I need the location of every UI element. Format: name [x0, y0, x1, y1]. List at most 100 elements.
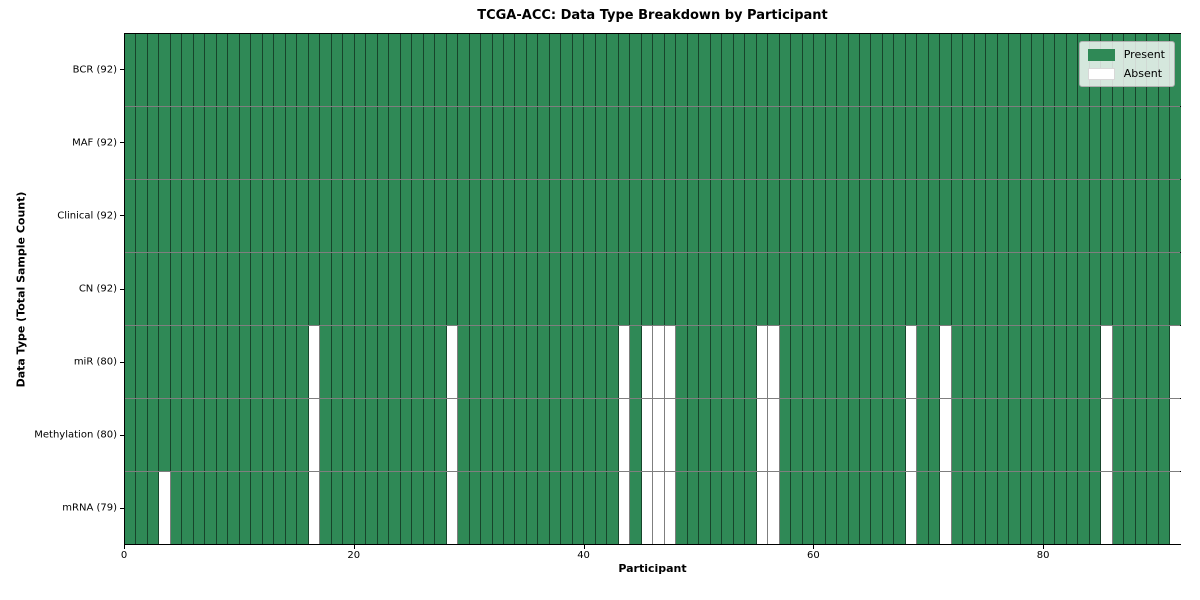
heatmap-cell: [1124, 326, 1136, 398]
heatmap-cell: [389, 180, 401, 252]
heatmap-cell: [423, 326, 436, 398]
heatmap-cell: [182, 34, 194, 106]
heatmap-cell: [791, 34, 803, 106]
heatmap-cell: [848, 399, 860, 471]
heatmap-cell: [710, 253, 723, 325]
heatmap-cell: [549, 399, 562, 471]
heatmap-cell: [710, 472, 723, 544]
heatmap-cell: [343, 399, 355, 471]
heatmap-cell: [125, 180, 137, 252]
heatmap-cell: [974, 399, 987, 471]
heatmap-cell: [963, 472, 975, 544]
heatmap-cell: [630, 180, 642, 252]
heatmap-cell: [641, 399, 654, 471]
heatmap-cell: [1158, 180, 1171, 252]
heatmap-cell: [940, 472, 952, 544]
heatmap-cell: [193, 34, 206, 106]
heatmap-cell: [308, 472, 321, 544]
heatmap-cell: [860, 399, 872, 471]
heatmap-cell: [733, 180, 746, 252]
heatmap-cell: [170, 107, 183, 179]
heatmap-cell: [894, 180, 906, 252]
heatmap-cell: [997, 326, 1010, 398]
heatmap-cell: [251, 326, 263, 398]
heatmap-cell: [974, 472, 987, 544]
heatmap-cell: [492, 107, 504, 179]
heatmap-cell: [1089, 399, 1102, 471]
heatmap-cell: [905, 326, 918, 398]
heatmap-cell: [125, 253, 137, 325]
heatmap-cell: [1147, 472, 1159, 544]
heatmap-cell: [802, 253, 815, 325]
heatmap-cell: [308, 34, 321, 106]
heatmap-cell: [435, 107, 447, 179]
heatmap-cell: [848, 180, 860, 252]
heatmap-cell: [940, 399, 952, 471]
heatmap-cell: [561, 107, 573, 179]
heatmap-cell: [595, 34, 608, 106]
heatmap-cell: [1020, 34, 1033, 106]
heatmap-cell: [251, 180, 263, 252]
heatmap-cell: [607, 107, 619, 179]
heatmap-cell: [653, 326, 665, 398]
heatmap-cell: [814, 107, 826, 179]
heatmap-cell: [366, 180, 378, 252]
heatmap-cell: [320, 180, 332, 252]
heatmap-cell: [963, 326, 975, 398]
heatmap-cell: [1078, 472, 1090, 544]
heatmap-cell: [147, 253, 160, 325]
x-tick-mark: [124, 545, 125, 549]
heatmap-cell: [802, 107, 815, 179]
heatmap-cell: [354, 253, 367, 325]
heatmap-cell: [894, 34, 906, 106]
heatmap-cell: [331, 34, 344, 106]
y-tick-label: MAF (92): [72, 137, 117, 149]
y-tick-label: CN (92): [78, 283, 117, 295]
heatmap-cell: [216, 326, 229, 398]
heatmap-cell: [366, 472, 378, 544]
heatmap-cell: [354, 326, 367, 398]
heatmap-cell: [871, 326, 883, 398]
heatmap-cell: [928, 326, 941, 398]
heatmap-cell: [986, 399, 998, 471]
heatmap-cell: [733, 472, 746, 544]
heatmap-cell: [354, 107, 367, 179]
heatmap-cell: [837, 399, 849, 471]
heatmap-cell: [1032, 399, 1044, 471]
heatmap-cell: [515, 34, 527, 106]
heatmap-cell: [412, 253, 424, 325]
heatmap-cell: [986, 253, 998, 325]
heatmap-cell: [216, 472, 229, 544]
heatmap-cell: [1158, 253, 1171, 325]
heatmap-cell: [216, 107, 229, 179]
heatmap-cell: [285, 326, 298, 398]
heatmap-cell: [377, 253, 390, 325]
heatmap-cell: [147, 326, 160, 398]
heatmap-row: [125, 107, 1181, 180]
heatmap-cell: [159, 107, 171, 179]
heatmap-cell: [974, 107, 987, 179]
heatmap-cell: [228, 107, 240, 179]
heatmap-cell: [561, 34, 573, 106]
heatmap-cell: [1112, 472, 1125, 544]
heatmap-cell: [1032, 34, 1044, 106]
heatmap-cell: [779, 107, 792, 179]
heatmap-cell: [136, 34, 148, 106]
heatmap-cell: [825, 472, 838, 544]
y-tick-label: BCR (92): [72, 64, 117, 76]
heatmap-cell: [1009, 34, 1021, 106]
heatmap-cell: [905, 253, 918, 325]
heatmap-cell: [125, 399, 137, 471]
legend-label-present: Present: [1123, 48, 1165, 61]
heatmap-cell: [274, 326, 286, 398]
heatmap-cell: [1078, 180, 1090, 252]
heatmap-cell: [722, 180, 734, 252]
heatmap-cell: [1147, 180, 1159, 252]
heatmap-cell: [848, 107, 860, 179]
heatmap-cell: [331, 253, 344, 325]
heatmap-cell: [676, 399, 688, 471]
heatmap-cell: [768, 34, 780, 106]
heatmap-cell: [997, 472, 1010, 544]
heatmap-cell: [549, 34, 562, 106]
heatmap-cell: [389, 399, 401, 471]
